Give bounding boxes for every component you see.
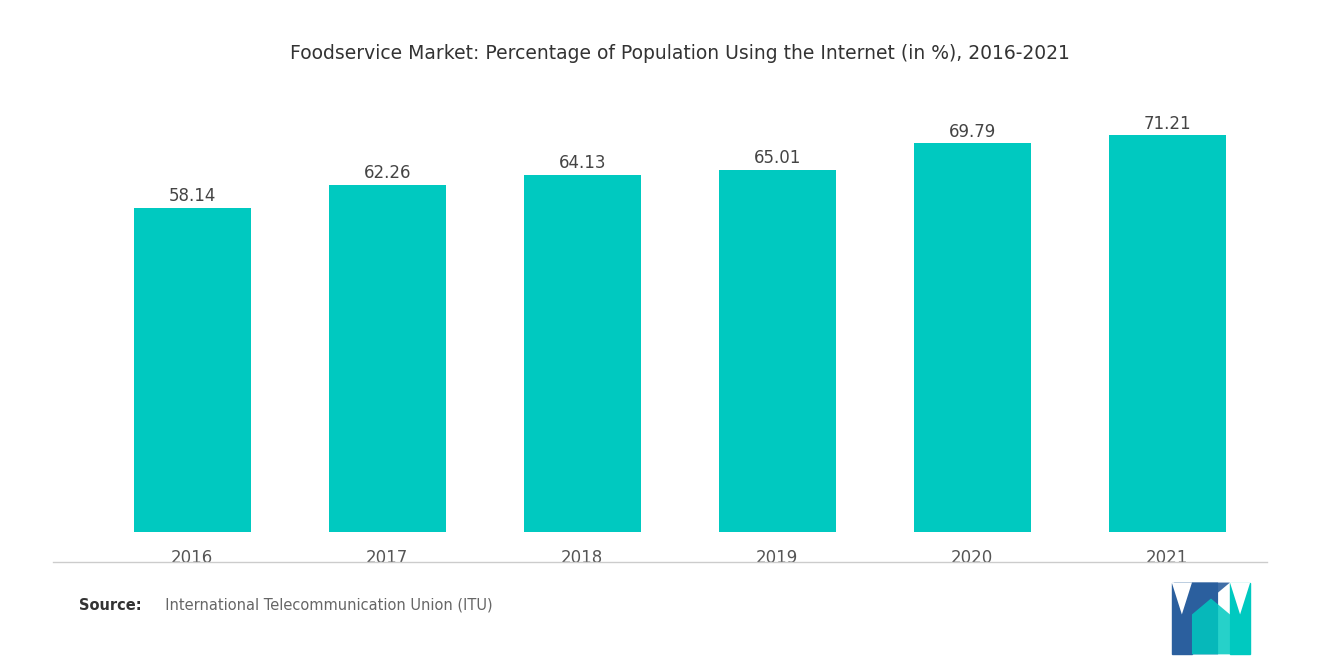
Bar <box>913 144 1031 532</box>
Polygon shape <box>1172 583 1192 614</box>
Polygon shape <box>1230 583 1250 614</box>
Bar <box>133 208 251 532</box>
Bar <box>1172 583 1192 654</box>
Text: International Telecommunication Union (ITU): International Telecommunication Union (I… <box>156 598 492 612</box>
Bar <box>524 175 640 532</box>
Text: 69.79: 69.79 <box>949 122 995 140</box>
Polygon shape <box>1192 598 1230 654</box>
Title: Foodservice Market: Percentage of Population Using the Internet (in %), 2016-202: Foodservice Market: Percentage of Popula… <box>290 44 1069 63</box>
Text: Source:: Source: <box>79 598 141 612</box>
Text: 58.14: 58.14 <box>169 188 216 205</box>
Text: 65.01: 65.01 <box>754 149 801 167</box>
Bar <box>1109 136 1226 532</box>
Bar <box>329 186 446 532</box>
Bar <box>719 170 836 532</box>
Polygon shape <box>1175 583 1218 654</box>
Polygon shape <box>1192 583 1230 598</box>
Text: 64.13: 64.13 <box>558 154 606 172</box>
Text: 71.21: 71.21 <box>1143 114 1191 132</box>
Bar <box>1230 583 1250 654</box>
Text: 62.26: 62.26 <box>363 164 411 182</box>
